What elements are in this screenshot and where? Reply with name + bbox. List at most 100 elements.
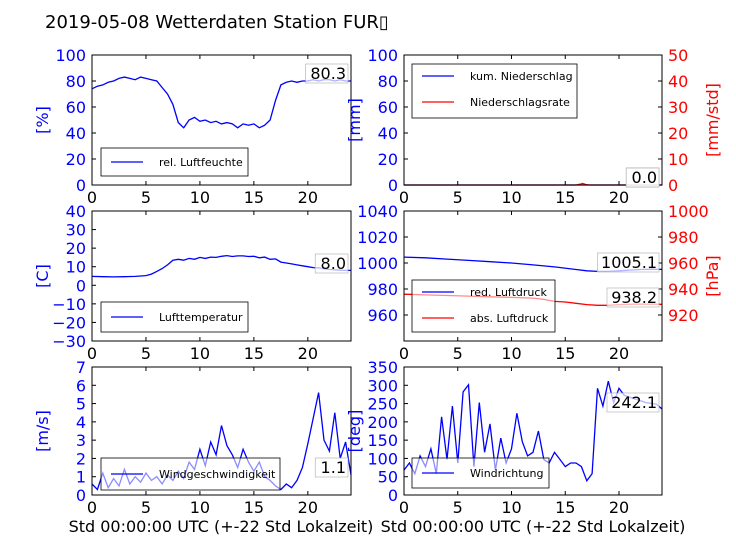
chart-panel-3: 0 5 10 15 20−30−20−10010203040[C]Lufttempera… <box>33 202 352 363</box>
y-tick-label: 50 <box>378 468 398 487</box>
x-tick-label: 15 <box>555 344 575 363</box>
value-annotation-box <box>606 287 660 308</box>
x-tick-label: 15 <box>555 188 575 207</box>
y-tick-label: 60 <box>378 98 398 117</box>
x-tick-label: 15 <box>244 188 264 207</box>
plot-frame-2 <box>403 54 663 186</box>
y-tick-label: 20 <box>66 150 86 169</box>
legend-label: kum. Niederschlag <box>470 70 573 83</box>
x-tick-label: 10 <box>501 498 521 517</box>
y-right-tick-label: 10 <box>668 150 688 169</box>
x-tick-label: 0 <box>399 188 409 207</box>
y-right-tick-label: 1000 <box>668 202 709 221</box>
x-tick-label: 10 <box>190 188 210 207</box>
x-tick-label: 15 <box>244 344 264 363</box>
y-axis-label: [deg] <box>345 410 364 453</box>
x-axis-label-left: Std 00:00:00 UTC (+-22 Std Lokalzeit) <box>69 517 374 536</box>
y-tick-label: 1020 <box>357 228 398 247</box>
y-tick-label: 80 <box>378 72 398 91</box>
x-tick-label: 0 <box>87 344 97 363</box>
y-tick-label: 200 <box>367 413 398 432</box>
plot-frame-5 <box>91 366 352 496</box>
y-tick-label: 10 <box>66 258 86 277</box>
x-tick-label: 5 <box>453 188 463 207</box>
x-tick-label: 10 <box>190 344 210 363</box>
x-tick-label: 15 <box>244 498 264 517</box>
y-right-tick-label: 920 <box>668 306 699 325</box>
y-tick-label: 20 <box>66 239 86 258</box>
y-tick-label: 960 <box>367 306 398 325</box>
y-right-tick-label: 960 <box>668 254 699 273</box>
x-tick-label: 0 <box>87 498 97 517</box>
x-tick-label: 20 <box>298 498 318 517</box>
legend-label: Windgeschwindigkeit <box>159 468 276 481</box>
x-tick-label: 10 <box>501 188 521 207</box>
x-tick-label: 20 <box>609 344 629 363</box>
plot-frame-3 <box>91 210 352 342</box>
y-right-tick-label: 980 <box>668 228 699 247</box>
plot-frame-6 <box>403 366 663 496</box>
value-annotation-box <box>606 392 660 413</box>
y-tick-label: 40 <box>66 124 86 143</box>
y-tick-label: 30 <box>66 221 86 240</box>
y-tick-label: 100 <box>367 46 398 65</box>
y-axis-label: [C] <box>33 264 52 288</box>
x-tick-label: 10 <box>190 498 210 517</box>
plot-frame-1 <box>91 54 352 186</box>
x-tick-label: 20 <box>298 344 318 363</box>
chart-panel-4: 0 5 10 15 20 960 980 1000 1020 1040 920 940 960 980 10… <box>357 202 722 363</box>
y-tick-label: 7 <box>76 358 86 377</box>
y-axis-label: [m/s] <box>33 410 52 452</box>
value-annotation: 8.0 <box>321 254 346 273</box>
legend-label: Lufttemperatur <box>159 311 243 324</box>
y-right-tick-label: 50 <box>668 46 688 65</box>
value-annotation: 80.3 <box>310 64 346 83</box>
y-tick-label: 0 <box>388 176 398 195</box>
y-tick-label: 0 <box>76 486 86 505</box>
y-tick-label: 80 <box>66 72 86 91</box>
y-axis-label: [mm] <box>345 98 364 142</box>
y-tick-label: 300 <box>367 376 398 395</box>
y-tick-label: 40 <box>378 124 398 143</box>
x-tick-label: 5 <box>453 498 463 517</box>
x-tick-label: 5 <box>141 188 151 207</box>
y-axis-label-right: [mm/std] <box>703 83 722 157</box>
legend-label: Niederschlagsrate <box>470 96 570 109</box>
value-annotation: 0.0 <box>632 168 657 187</box>
x-tick-label: 20 <box>609 188 629 207</box>
y-tick-label: 100 <box>55 46 86 65</box>
x-tick-label: 20 <box>609 498 629 517</box>
y-tick-label: −30 <box>52 332 86 351</box>
plot-frame-4 <box>403 210 663 342</box>
y-tick-label: 1 <box>76 468 86 487</box>
legend-label: rel. Luftfeuchte <box>159 156 243 169</box>
legend-box <box>411 63 578 119</box>
x-axis-label-right: Std 00:00:00 UTC (+-22 Std Lokalzeit) <box>381 517 686 536</box>
value-annotation-box <box>625 167 660 188</box>
y-tick-label: 3 <box>76 431 86 450</box>
x-tick-label: 15 <box>555 498 575 517</box>
y-tick-label: 0 <box>76 176 86 195</box>
y-tick-label: 980 <box>367 280 398 299</box>
chart-panel-5: 0 5 10 15 2001234567[m/s]Windgeschwindigkeit… <box>33 358 352 517</box>
y-tick-label: 6 <box>76 376 86 395</box>
x-tick-label: 5 <box>141 498 151 517</box>
value-annotation: 938.2 <box>611 288 657 307</box>
y-tick-label: 0 <box>388 486 398 505</box>
y-tick-label: 1040 <box>357 202 398 221</box>
x-tick-label: 20 <box>298 188 318 207</box>
legend-label: Windrichtung <box>470 467 543 480</box>
y-right-tick-label: 0 <box>668 176 678 195</box>
chart-panel-6: 0 5 10 15 20050100150200250300350[deg]Windri… <box>345 358 663 517</box>
x-tick-label: 5 <box>453 344 463 363</box>
y-right-tick-label: 20 <box>668 124 688 143</box>
y-right-tick-label: 940 <box>668 280 699 299</box>
value-annotation-box <box>597 252 660 273</box>
y-tick-label: 5 <box>76 395 86 414</box>
value-annotation: 1005.1 <box>601 253 657 272</box>
legend-box <box>411 279 556 333</box>
y-tick-label: 350 <box>367 358 398 377</box>
